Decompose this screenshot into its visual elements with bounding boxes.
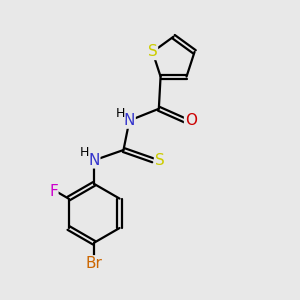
Text: S: S [154, 153, 164, 168]
Text: N: N [124, 113, 135, 128]
Text: O: O [184, 113, 196, 128]
Text: S: S [148, 44, 158, 59]
Text: N: N [88, 153, 100, 168]
Text: H: H [115, 107, 125, 120]
Text: Br: Br [85, 256, 103, 271]
Text: F: F [49, 184, 58, 199]
Text: H: H [80, 146, 89, 159]
